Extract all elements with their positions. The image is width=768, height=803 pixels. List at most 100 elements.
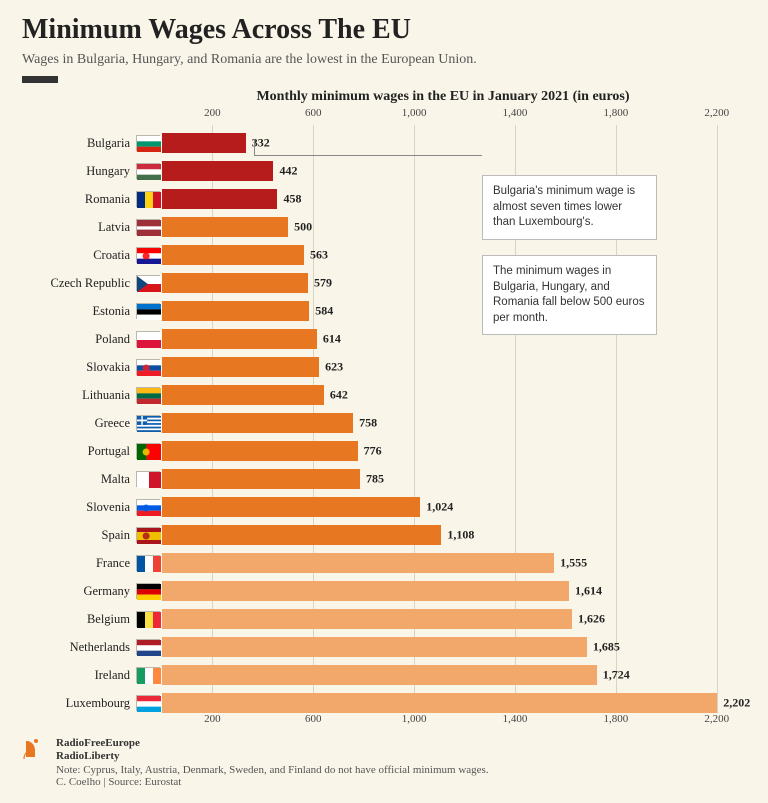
bar-track: 579 [162, 273, 746, 293]
accent-bar [22, 76, 58, 83]
bar-track: 563 [162, 245, 746, 265]
bar-track: 500 [162, 217, 746, 237]
brand-line1: RadioFreeEurope [56, 737, 140, 750]
axis-tick: 1,400 [503, 107, 528, 119]
bar-row: Spain1,108 [22, 521, 746, 549]
bar [162, 273, 308, 293]
bar-row: Slovenia1,024 [22, 493, 746, 521]
bar-track: 642 [162, 385, 746, 405]
bar-value: 1,555 [560, 556, 587, 571]
credit: C. Coelho | Source: Eurostat [56, 776, 746, 788]
flag-icon [136, 275, 160, 291]
bar [162, 525, 441, 545]
flag-icon [136, 639, 160, 655]
flag-icon [136, 667, 160, 683]
bar-value: 442 [279, 164, 297, 179]
bar [162, 357, 319, 377]
flag-icon [136, 555, 160, 571]
bar [162, 217, 288, 237]
bar-track: 1,614 [162, 581, 746, 601]
bar-row: Slovakia623 [22, 353, 746, 381]
country-label: Netherlands [22, 640, 134, 655]
bar [162, 245, 304, 265]
bar [162, 441, 358, 461]
bar-row: Ireland 1,724 [22, 661, 746, 689]
bar [162, 385, 324, 405]
axis-tick: 1,000 [402, 107, 427, 119]
country-label: Romania [22, 192, 134, 207]
bar-row: Portugal 776 [22, 437, 746, 465]
country-label: France [22, 556, 134, 571]
bar-track: 758 [162, 413, 746, 433]
bar [162, 133, 246, 153]
annotation-callout: The minimum wages in Bulgaria, Hungary, … [482, 255, 657, 335]
rferl-logo-icon [22, 737, 46, 761]
flag-icon [136, 191, 160, 207]
country-label: Slovakia [22, 360, 134, 375]
bar-value: 579 [314, 276, 332, 291]
bar-value: 1,024 [426, 500, 453, 515]
bar [162, 581, 569, 601]
callout-leader-h [254, 155, 482, 156]
bar [162, 413, 353, 433]
bar-row: Belgium 1,626 [22, 605, 746, 633]
callout-leader-v [254, 139, 255, 155]
country-label: Estonia [22, 304, 134, 319]
flag-icon [136, 387, 160, 403]
bar-track: 1,108 [162, 525, 746, 545]
bar [162, 161, 273, 181]
flag-icon [136, 359, 160, 375]
country-label: Latvia [22, 220, 134, 235]
bar-track: 785 [162, 469, 746, 489]
bar-row: Germany1,614 [22, 577, 746, 605]
flag-icon [136, 163, 160, 179]
country-label: Greece [22, 416, 134, 431]
flag-icon [136, 443, 160, 459]
chart: 2006001,0001,4001,8002,200 Bulgaria332Hu… [22, 107, 746, 731]
bar-track: 1,626 [162, 609, 746, 629]
bar-row: Lithuania642 [22, 381, 746, 409]
flag-icon [136, 695, 160, 711]
country-label: Czech Republic [22, 276, 134, 291]
flag-icon [136, 499, 160, 515]
country-label: Croatia [22, 248, 134, 263]
brand-line2: RadioLiberty [56, 750, 140, 763]
chart-body: Bulgaria332Hungary442Romania458Latvia500… [22, 125, 746, 713]
bar-track: 332 [162, 133, 746, 153]
bar-value: 1,614 [575, 584, 602, 599]
bar-row: Netherlands1,685 [22, 633, 746, 661]
country-label: Luxembourg [22, 696, 134, 711]
bar-track: 776 [162, 441, 746, 461]
bar-value: 776 [364, 444, 382, 459]
footnote: Note: Cyprus, Italy, Austria, Denmark, S… [56, 764, 746, 776]
country-label: Portugal [22, 444, 134, 459]
flag-icon [136, 611, 160, 627]
bar-value: 642 [330, 388, 348, 403]
country-label: Belgium [22, 612, 134, 627]
bar-value: 1,108 [447, 528, 474, 543]
bar-value: 563 [310, 248, 328, 263]
axis-top: 2006001,0001,4001,8002,200 [162, 107, 742, 125]
bar-value: 1,724 [603, 668, 630, 683]
flag-icon [136, 303, 160, 319]
axis-tick: 1,800 [604, 107, 629, 119]
bar-value: 614 [323, 332, 341, 347]
flag-icon [136, 583, 160, 599]
bar [162, 553, 554, 573]
bar-row: Bulgaria 332 [22, 129, 746, 157]
flag-icon [136, 527, 160, 543]
bar [162, 189, 277, 209]
bar-row: France 1,555 [22, 549, 746, 577]
bar [162, 497, 420, 517]
country-label: Bulgaria [22, 136, 134, 151]
flag-icon [136, 471, 160, 487]
bar-track: 2,202 [162, 693, 746, 713]
bar-value: 458 [283, 192, 301, 207]
bar [162, 693, 717, 713]
country-label: Ireland [22, 668, 134, 683]
axis-tick: 1,800 [604, 713, 629, 725]
bar [162, 301, 309, 321]
bar [162, 665, 597, 685]
country-label: Poland [22, 332, 134, 347]
bar-track: 1,024 [162, 497, 746, 517]
